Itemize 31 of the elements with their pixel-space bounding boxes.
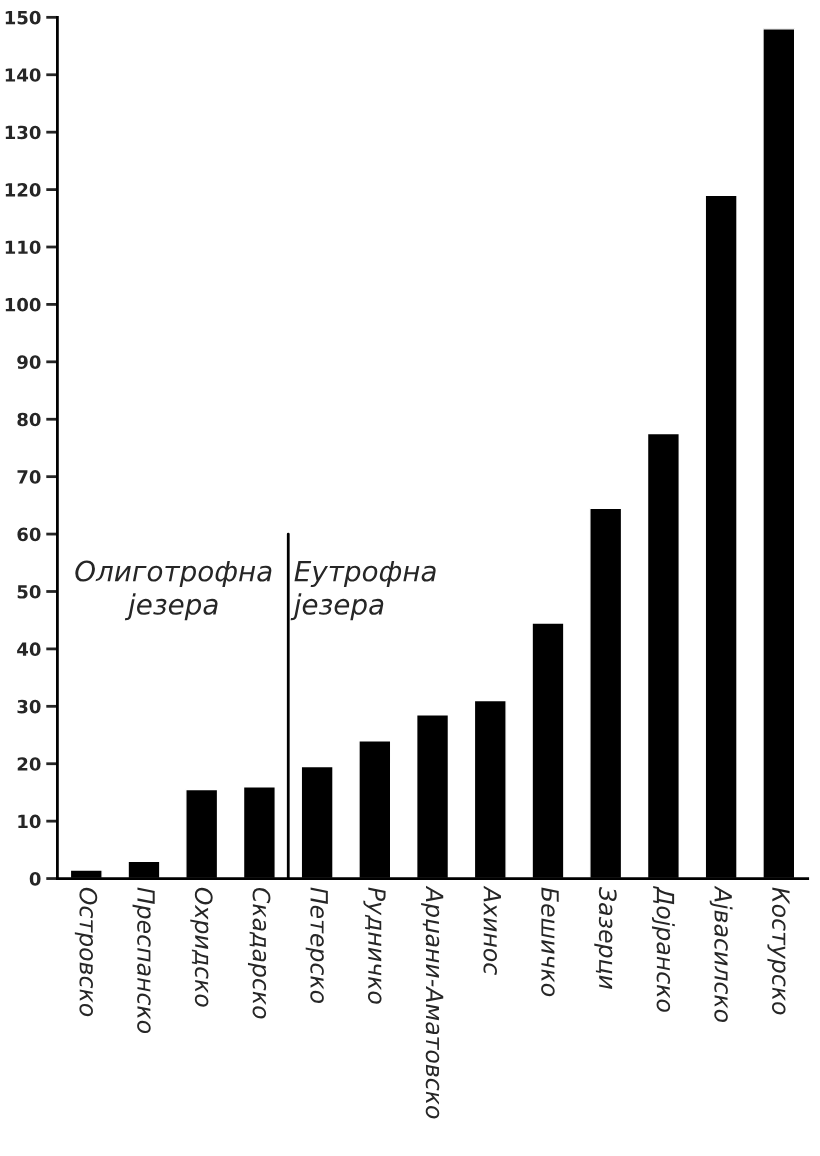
x-tick-label: Ајвасилско (709, 885, 733, 1023)
y-tick-label: 100 (5, 297, 41, 312)
y-tick-label: 40 (17, 642, 41, 657)
x-tick-label: Арџани-Аматовско (421, 885, 444, 1119)
y-tick-label: 60 (17, 527, 41, 542)
y-tick-label: 10 (18, 814, 41, 829)
y-tick-label: 80 (17, 412, 41, 427)
y-tick-label: 110 (5, 240, 41, 255)
x-tick-label: Рудничко (363, 887, 386, 1004)
x-tick-label: Ахинос (483, 885, 501, 975)
annotation: Еутрофна језера (290, 560, 436, 621)
y-tick-label: 70 (17, 470, 41, 484)
x-tick-label: Охридско (190, 887, 213, 1007)
y-tick-label: 50 (17, 584, 41, 599)
y-tick-label: 20 (17, 757, 41, 771)
y-tick-label: 30 (17, 699, 41, 714)
x-tick-label: Скадарско (247, 887, 271, 1019)
x-tick-label: Дојранско (651, 886, 675, 1012)
y-tick-label: 0 (29, 872, 41, 886)
y-tick-label: 140 (5, 68, 41, 82)
annotation: Олиготрофна језера (75, 560, 272, 621)
y-tick-label: 90 (17, 355, 41, 369)
y-tick-label: 120 (5, 183, 41, 197)
y-tick-label: 150 (5, 10, 41, 25)
x-tick-label: Зазерци (594, 886, 617, 990)
x-tick-label: Преспанско (132, 887, 155, 1034)
x-tick-label: Костурско (767, 887, 790, 1015)
x-tick-label: Петерско (305, 887, 328, 1004)
y-tick-label: 130 (5, 125, 41, 140)
x-tick-label: Островско (74, 887, 98, 1017)
x-tick-label: Бешичко (541, 887, 559, 997)
